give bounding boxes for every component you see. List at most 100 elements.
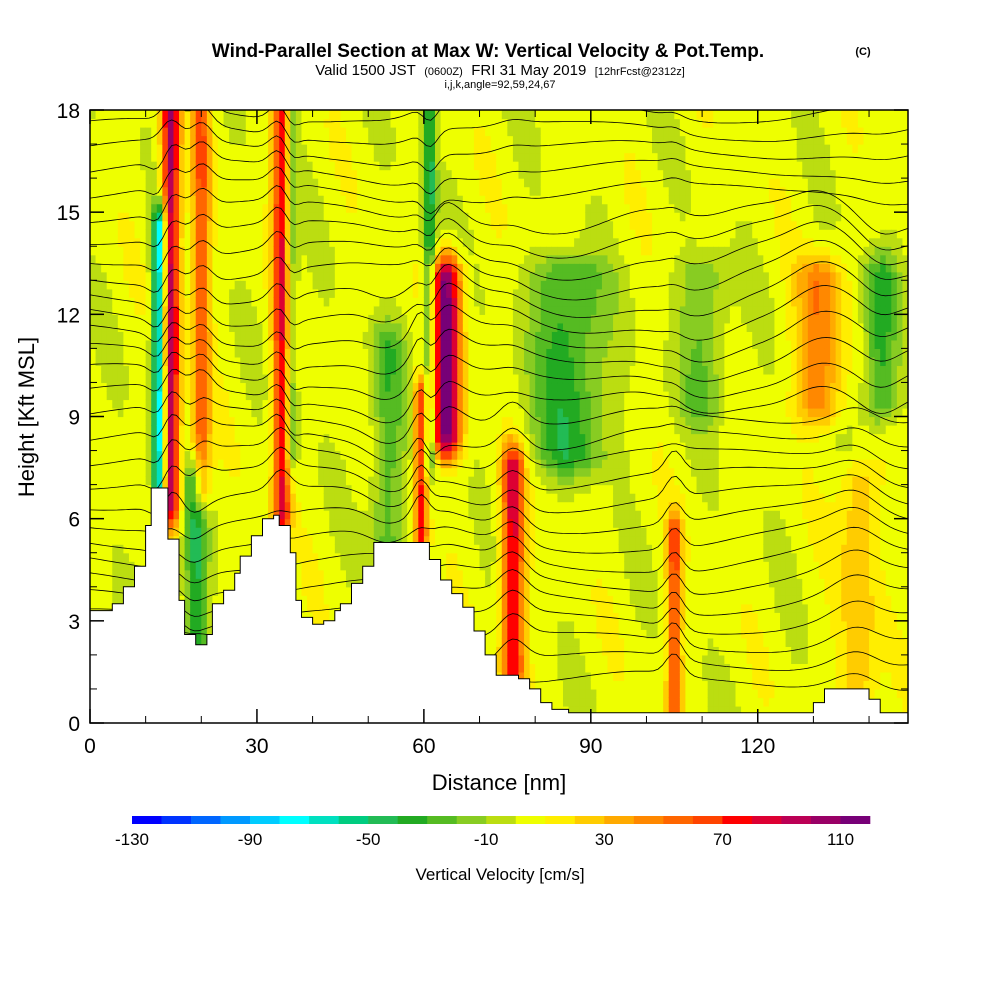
velocity-cell (262, 186, 269, 196)
velocity-cell (412, 433, 419, 443)
velocity-cell (451, 305, 458, 315)
velocity-cell (256, 110, 264, 120)
velocity-cell (446, 544, 453, 554)
velocity-cell (123, 237, 130, 247)
velocity-cell (251, 118, 258, 128)
velocity-cell (151, 356, 158, 367)
velocity-cell (329, 365, 336, 375)
velocity-cell (256, 314, 264, 324)
velocity-cell (362, 348, 369, 358)
velocity-cell (301, 254, 308, 264)
velocity-cell (201, 203, 208, 213)
velocity-cell (217, 527, 225, 537)
velocity-cell (251, 161, 258, 171)
velocity-cell (312, 348, 319, 358)
velocity-cell (295, 450, 303, 460)
velocity-cell (273, 476, 280, 486)
velocity-cell (195, 535, 202, 545)
velocity-cell (206, 561, 214, 571)
velocity-cell (423, 127, 431, 137)
velocity-cell (462, 399, 469, 409)
velocity-cell (156, 186, 163, 196)
velocity-cell (379, 297, 386, 307)
velocity-cell (295, 280, 303, 290)
velocity-cell (245, 288, 252, 298)
velocity-cell (446, 569, 453, 579)
velocity-cell (112, 365, 119, 375)
velocity-cell (362, 246, 369, 256)
velocity-cell (217, 552, 225, 562)
velocity-cell (217, 390, 225, 401)
velocity-cell (462, 212, 469, 222)
velocity-cell (379, 459, 386, 469)
velocity-cell (262, 263, 269, 273)
velocity-cell (201, 135, 208, 145)
velocity-cell (273, 169, 280, 179)
velocity-cell (345, 578, 353, 588)
velocity-cell (473, 586, 481, 596)
velocity-cell (318, 527, 325, 537)
velocity-cell (179, 425, 186, 435)
velocity-cell (284, 254, 291, 264)
velocity-cell (301, 305, 308, 315)
velocity-cell (173, 246, 180, 256)
velocity-cell (357, 561, 364, 571)
velocity-cell (179, 246, 186, 256)
velocity-cell (101, 467, 108, 477)
velocity-cell (190, 501, 197, 511)
velocity-cell (396, 195, 403, 205)
velocity-cell (295, 510, 303, 520)
velocity-cell (173, 382, 180, 392)
velocity-cell (284, 510, 291, 520)
velocity-cell (162, 127, 169, 137)
velocity-cell (301, 169, 308, 179)
velocity-cell (301, 263, 308, 273)
velocity-cell (128, 450, 136, 460)
velocity-cell (435, 518, 442, 528)
velocity-cell (407, 152, 414, 162)
velocity-cell (334, 254, 341, 264)
velocity-cell (206, 450, 214, 460)
velocity-cell (412, 186, 419, 196)
velocity-cell (446, 501, 453, 511)
velocity-cell (423, 399, 431, 409)
velocity-cell (345, 305, 353, 315)
velocity-cell (223, 373, 230, 384)
velocity-cell (273, 450, 280, 460)
velocity-cell (256, 433, 264, 443)
velocity-cell (379, 186, 386, 196)
velocity-cell (390, 195, 397, 205)
velocity-cell (212, 288, 219, 298)
velocity-cell (446, 331, 453, 341)
velocity-cell (195, 501, 202, 511)
velocity-cell (95, 288, 102, 298)
velocity-cell (117, 450, 124, 460)
velocity-cell (223, 297, 230, 307)
velocity-cell (451, 169, 458, 179)
velocity-cell (240, 186, 247, 196)
velocity-cell (234, 501, 241, 511)
velocity-cell (412, 416, 419, 426)
velocity-cell (307, 510, 314, 520)
velocity-cell (268, 501, 275, 511)
velocity-cell (206, 237, 214, 247)
velocity-cell (468, 135, 475, 145)
velocity-cell (440, 459, 447, 469)
velocity-cell (318, 246, 325, 256)
velocity-cell (123, 578, 130, 588)
velocity-cell (384, 476, 392, 486)
velocity-cell (245, 246, 252, 256)
velocity-cell (156, 169, 163, 179)
velocity-cell (212, 476, 219, 486)
velocity-cell (390, 263, 397, 273)
velocity-cell (284, 450, 291, 460)
velocity-cell (345, 118, 353, 128)
velocity-cell (117, 365, 124, 375)
velocity-cell (473, 603, 481, 613)
velocity-cell (273, 373, 280, 384)
velocity-cell (217, 442, 225, 452)
velocity-cell (368, 263, 375, 273)
velocity-cell (440, 152, 447, 162)
velocity-cell (379, 135, 386, 145)
velocity-cell (273, 280, 280, 290)
